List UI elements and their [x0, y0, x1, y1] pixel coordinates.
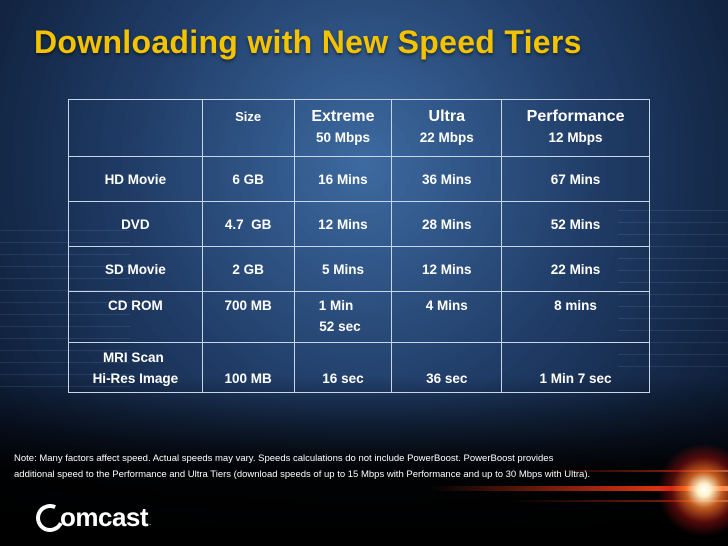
- extreme-time: 16 sec: [322, 371, 364, 386]
- size-cell: 700 MB: [201, 291, 295, 343]
- item-cell: SD Movie: [68, 246, 203, 292]
- ultra-cell: 36 Mins: [391, 156, 503, 202]
- logo-trademark: .: [149, 518, 151, 527]
- table-row: MRI Scan Hi-Res Image 100 MB 16 sec 36 s…: [68, 342, 650, 393]
- tier-speed-ultra: 22 Mbps: [419, 130, 474, 145]
- table-row: SD Movie 2 GB 5 Mins 12 Mins 22 Mins: [68, 246, 650, 292]
- table-row: DVD 4.7 GB 12 Mins 28 Mins 52 Mins: [68, 201, 650, 247]
- extreme-cell: 1 Min 52 sec: [293, 291, 393, 343]
- extreme-cell: 5 Mins: [293, 246, 393, 292]
- table-row: HD Movie 6 GB 16 Mins 36 Mins 67 Mins: [68, 156, 650, 202]
- tier-name-performance: Performance: [526, 108, 625, 125]
- tier-speed-extreme: 50 Mbps: [315, 130, 370, 145]
- background-dark-band: [0, 376, 728, 546]
- extreme-time: 1 Min: [318, 298, 354, 313]
- performance-cell: 67 Mins: [501, 156, 650, 202]
- light-streak-main: [428, 486, 728, 491]
- tier-name-extreme: Extreme: [311, 108, 375, 125]
- item-label: SD Movie: [104, 261, 166, 277]
- extreme-cell: 12 Mins: [293, 201, 393, 247]
- header-size-cell: Size: [201, 99, 295, 157]
- extreme-time: 12 Mins: [318, 216, 368, 232]
- size-cell: 2 GB: [201, 246, 295, 292]
- header-extreme-cell: Extreme 50 Mbps: [293, 99, 393, 157]
- table-row: CD ROM 700 MB 1 Min 52 sec 4 Mins 8 mins: [68, 291, 650, 343]
- tier-name-ultra: Ultra: [428, 108, 465, 125]
- table-header-row: Size Extreme 50 Mbps Ultra 22 Mbps Perfo…: [68, 99, 650, 157]
- performance-cell: 52 Mins: [501, 201, 650, 247]
- logo-wordmark: omcast: [60, 502, 149, 532]
- performance-cell: 8 mins: [501, 291, 650, 343]
- item-label: DVD: [121, 216, 150, 232]
- header-ultra-cell: Ultra 22 Mbps: [391, 99, 503, 157]
- item-label: CD ROM: [107, 298, 163, 313]
- item-label: MRI Scan: [102, 350, 164, 365]
- lens-flare: [658, 444, 728, 536]
- extreme-time: 16 Mins: [318, 171, 368, 187]
- header-performance-cell: Performance 12 Mbps: [501, 99, 650, 157]
- extreme-time: 5 Mins: [321, 261, 364, 277]
- performance-cell: 22 Mins: [501, 246, 650, 292]
- size-cell: 4.7 GB: [201, 201, 295, 247]
- performance-cell: 1 Min 7 sec: [501, 342, 650, 393]
- size-cell: 6 GB: [201, 156, 295, 202]
- slide-title: Downloading with New Speed Tiers: [34, 24, 582, 60]
- extreme-time-secondary: 52 sec: [319, 319, 361, 334]
- tier-speed-performance: 12 Mbps: [548, 130, 603, 145]
- item-cell: HD Movie: [68, 156, 203, 202]
- item-label: HD Movie: [104, 171, 167, 187]
- footnote-line-2: additional speed to the Performance and …: [14, 469, 591, 480]
- size-cell: 100 MB: [201, 342, 295, 393]
- comcast-logo: omcast .: [32, 499, 151, 536]
- ultra-cell: 12 Mins: [391, 246, 503, 292]
- light-streak-lower: [508, 500, 728, 502]
- item-cell: CD ROM: [68, 291, 203, 343]
- speed-tier-table: Size Extreme 50 Mbps Ultra 22 Mbps Perfo…: [68, 99, 650, 393]
- header-item-cell: [68, 99, 203, 157]
- footnote: Note: Many factors affect speed. Actual …: [14, 451, 724, 483]
- item-cell: DVD: [68, 201, 203, 247]
- extreme-cell: 16 Mins: [293, 156, 393, 202]
- item-cell: MRI Scan Hi-Res Image: [68, 342, 203, 393]
- footnote-line-1: Note: Many factors affect speed. Actual …: [14, 453, 554, 464]
- item-label-secondary: Hi-Res Image: [92, 371, 179, 386]
- ultra-cell: 28 Mins: [391, 201, 503, 247]
- extreme-cell: 16 sec: [293, 342, 393, 393]
- light-streak-upper: [538, 470, 728, 472]
- ultra-cell: 36 sec: [391, 342, 503, 393]
- ultra-cell: 4 Mins: [391, 291, 503, 343]
- header-size-label: Size: [235, 109, 262, 124]
